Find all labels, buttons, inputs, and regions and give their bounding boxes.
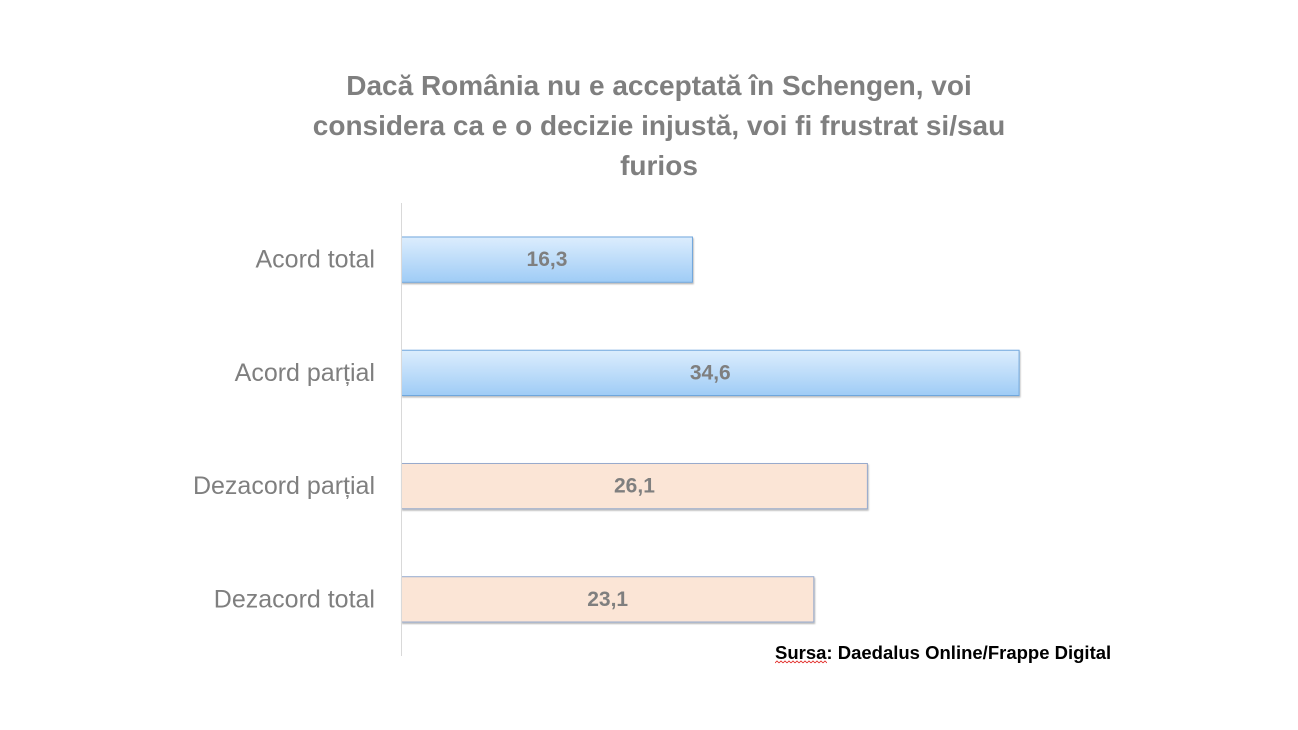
bar-dezacord-partial	[401, 462, 868, 510]
bar-value-label-dezacord-partial: 26,1	[614, 475, 655, 498]
bar-value-label-acord-partial: 34,6	[690, 361, 731, 384]
chart-title: Dacă România nu e acceptată în Schengen,…	[312, 70, 1006, 181]
category-label-dezacord-partial: Dezacord parțial	[193, 472, 375, 500]
category-label-acord-total: Acord total	[255, 246, 375, 274]
spellcheck-underline	[775, 660, 827, 664]
bar-acord-partial	[401, 349, 1020, 397]
source-note: Sursa: Daedalus Online/Frappe Digital	[775, 642, 1111, 664]
category-label-dezacord-total: Dezacord total	[214, 585, 375, 613]
bar-value-label-dezacord-total: 23,1	[587, 588, 628, 611]
bar-value-label-acord-total: 16,3	[527, 248, 568, 271]
category-label-acord-partial: Acord parțial	[235, 359, 375, 387]
category-labels: Acord total Acord parțial Dezacord parțial…	[193, 246, 375, 614]
bar-group	[401, 236, 1020, 623]
bar-dezacord-total	[401, 576, 815, 623]
bar-value-labels: 16,3 34,6 26,1 23,1	[527, 248, 731, 611]
source-text: Sursa: Daedalus Online/Frappe Digital	[775, 642, 1112, 663]
bar-acord-total	[401, 236, 693, 283]
